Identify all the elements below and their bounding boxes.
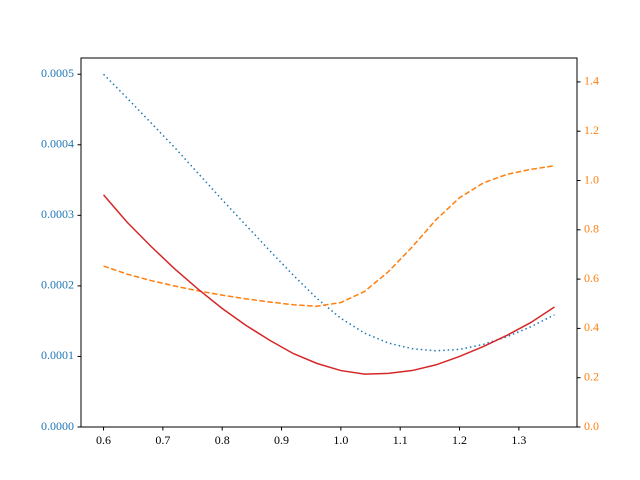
x-tick-label: 1.1 (393, 433, 408, 447)
x-tick-label: 0.7 (155, 433, 170, 447)
y2-tick-label: 1.4 (584, 74, 599, 88)
x-tick-label: 0.6 (96, 433, 111, 447)
x-tick-label: 1.3 (511, 433, 526, 447)
y-tick-label: 0.0005 (41, 66, 74, 80)
y2-tick-label: 0.2 (584, 369, 599, 383)
y-tick-label: 0.0003 (41, 207, 74, 221)
x-tick-label: 1.0 (333, 433, 348, 447)
series-line (103, 73, 555, 352)
y2-tick-label: 0.4 (584, 320, 599, 334)
x-tick-label: 0.8 (215, 433, 230, 447)
y-tick-label: 0.0002 (41, 278, 74, 292)
y2-tick-label: 0.0 (584, 419, 599, 433)
x-tick-label: 0.9 (274, 433, 289, 447)
y2-tick-label: 1.0 (584, 172, 599, 186)
y2-tick-label: 0.8 (584, 222, 599, 236)
series-line (102, 194, 555, 375)
series-line (103, 164, 555, 307)
y2-tick-label: 1.2 (584, 123, 599, 137)
y-tick-label: 0.0000 (41, 419, 74, 433)
y2-tick-label: 0.6 (584, 271, 599, 285)
x-tick-label: 1.2 (452, 433, 467, 447)
y-tick-label: 0.0004 (41, 137, 74, 151)
y-tick-label: 0.0001 (41, 348, 74, 362)
plot-frame (80, 57, 578, 428)
